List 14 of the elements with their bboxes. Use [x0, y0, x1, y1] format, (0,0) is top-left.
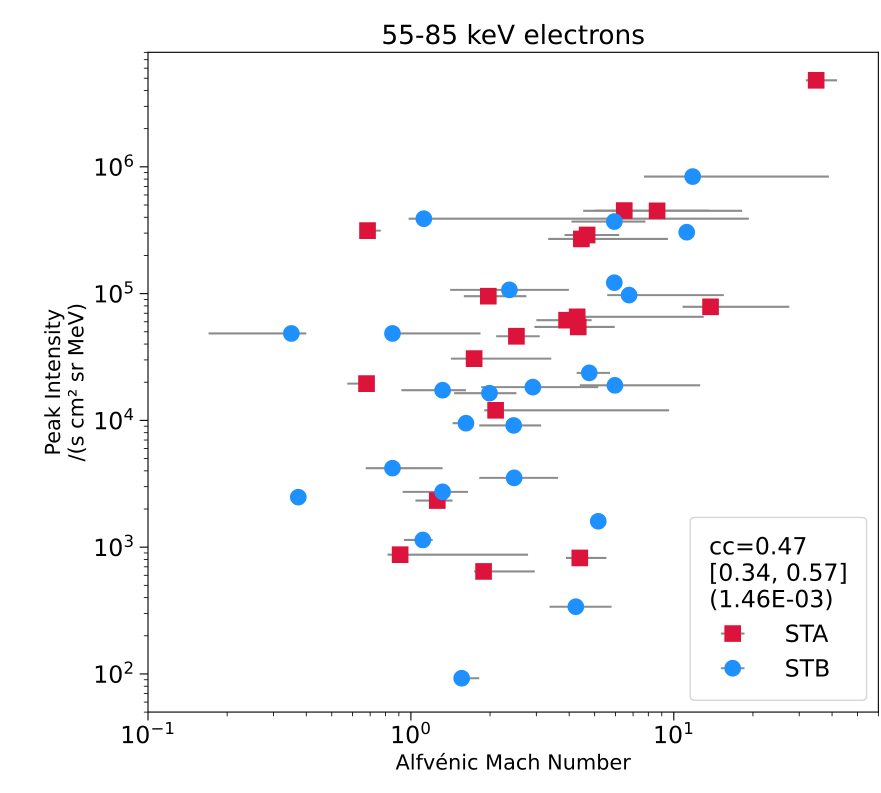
y-tick-label: 10$^{6}$ [96, 154, 134, 176]
chart-title: 55-85 keV electrons [383, 24, 644, 44]
legend-label: STB [786, 658, 829, 677]
y-tick-label: 10$^{2}$ [96, 661, 132, 684]
y-axis-title: Peak Intensity /(s cm² sr MeV) [44, 304, 86, 462]
y-tick-label: 10$^{4}$ [96, 408, 134, 430]
y-tick-label: 10$^{3}$ [96, 534, 133, 556]
y-tick-label: 10$^{5}$ [96, 281, 133, 303]
legend-label: STA [786, 624, 828, 642]
x-tick-label: 10$^{−1}$ [122, 722, 174, 744]
x-tick-label: 10$^{0}$ [392, 722, 430, 744]
x-tick-label: 10$^{1}$ [656, 722, 692, 744]
legend-title: cc=0.47 [0.34, 0.57] (1.46E-03) [710, 536, 846, 610]
x-axis-title: Alfvénic Mach Number [396, 752, 631, 770]
